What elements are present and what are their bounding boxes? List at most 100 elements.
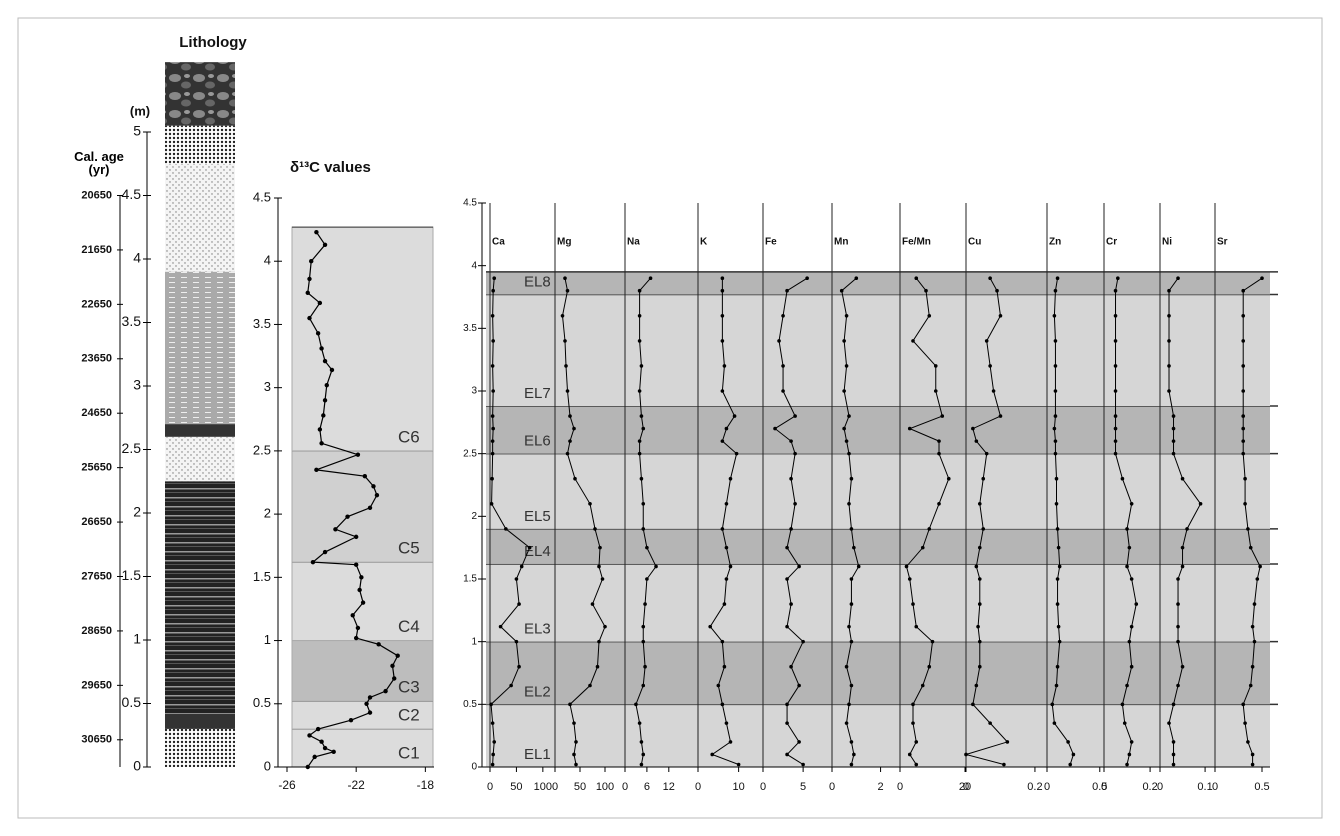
- data-point: [988, 721, 992, 725]
- data-point: [964, 753, 968, 757]
- data-point: [491, 314, 495, 318]
- x-tick-label: 0: [1101, 781, 1107, 793]
- age-tick-label: 23650: [81, 353, 112, 365]
- x-tick-label: 0: [829, 781, 835, 793]
- data-point: [988, 276, 992, 280]
- data-point: [1176, 684, 1180, 688]
- data-point: [1114, 314, 1118, 318]
- data-point: [1241, 289, 1245, 293]
- data-point: [847, 452, 851, 456]
- data-point: [1172, 427, 1176, 431]
- data-point: [934, 389, 938, 393]
- data-point: [1125, 565, 1129, 569]
- data-point: [640, 477, 644, 481]
- depth-label: (m): [130, 103, 150, 118]
- data-point: [947, 477, 951, 481]
- data-point: [1181, 477, 1185, 481]
- data-point: [1167, 721, 1171, 725]
- series-name: Ni: [1162, 237, 1172, 248]
- series-name: Na: [627, 237, 640, 248]
- data-point: [797, 565, 801, 569]
- data-point: [847, 414, 851, 418]
- x-tick-label: 100: [534, 781, 552, 793]
- data-point: [845, 721, 849, 725]
- data-point: [1246, 740, 1250, 744]
- data-point: [1246, 527, 1250, 531]
- age-tick-label: 20650: [81, 189, 112, 201]
- x-tick-label: 2: [878, 781, 884, 793]
- x-tick-label: 0.1: [1197, 781, 1212, 793]
- data-point: [1053, 721, 1057, 725]
- depth-tick-label: 0: [133, 758, 141, 774]
- data-point: [357, 588, 361, 592]
- data-point: [1172, 414, 1176, 418]
- data-point: [995, 289, 999, 293]
- data-point: [1054, 452, 1058, 456]
- data-point: [1243, 477, 1247, 481]
- data-point: [491, 427, 495, 431]
- data-point: [785, 625, 789, 629]
- data-point: [789, 439, 793, 443]
- data-point: [1241, 439, 1245, 443]
- y-tick-label: 4: [471, 260, 477, 271]
- zone-label: EL7: [524, 385, 551, 402]
- data-point: [1241, 389, 1245, 393]
- data-point: [354, 562, 358, 566]
- data-point: [319, 346, 323, 350]
- data-point: [1123, 721, 1127, 725]
- series-name: Fe: [765, 237, 777, 248]
- data-point: [1251, 763, 1255, 767]
- data-point: [1130, 625, 1134, 629]
- data-point: [1243, 721, 1247, 725]
- data-point: [375, 493, 379, 497]
- y-tick-label: 2.5: [253, 442, 271, 457]
- data-point: [842, 427, 846, 431]
- data-point: [641, 640, 645, 644]
- data-point: [325, 383, 329, 387]
- data-point: [643, 665, 647, 669]
- data-point: [978, 546, 982, 550]
- data-point: [797, 740, 801, 744]
- data-point: [975, 439, 979, 443]
- data-point: [333, 527, 337, 531]
- data-point: [1167, 289, 1171, 293]
- x-tick-label: -22: [348, 778, 366, 792]
- data-point: [988, 364, 992, 368]
- data-point: [566, 289, 570, 293]
- data-point: [574, 740, 578, 744]
- data-point: [911, 602, 915, 606]
- data-point: [640, 740, 644, 744]
- data-point: [723, 602, 727, 606]
- data-point: [975, 684, 979, 688]
- data-point: [1128, 753, 1132, 757]
- data-point: [850, 640, 854, 644]
- data-point: [1053, 427, 1057, 431]
- lithology-layer: [165, 272, 235, 424]
- data-point: [845, 314, 849, 318]
- data-point: [1057, 546, 1061, 550]
- data-point: [323, 243, 327, 247]
- data-point: [845, 364, 849, 368]
- data-point: [561, 314, 565, 318]
- data-point: [842, 339, 846, 343]
- data-point: [1066, 740, 1070, 744]
- data-point: [345, 514, 349, 518]
- data-point: [323, 550, 327, 554]
- data-point: [364, 702, 368, 706]
- data-point: [924, 289, 928, 293]
- data-point: [638, 439, 642, 443]
- data-point: [591, 602, 595, 606]
- data-point: [491, 439, 495, 443]
- data-point: [985, 452, 989, 456]
- data-point: [593, 527, 597, 531]
- data-point: [908, 753, 912, 757]
- data-point: [992, 389, 996, 393]
- lithology-layer: [165, 126, 235, 164]
- data-point: [314, 468, 318, 472]
- data-point: [845, 439, 849, 443]
- data-point: [638, 721, 642, 725]
- data-point: [641, 427, 645, 431]
- data-point: [392, 676, 396, 680]
- data-point: [978, 640, 982, 644]
- lithology-layer: [165, 164, 235, 272]
